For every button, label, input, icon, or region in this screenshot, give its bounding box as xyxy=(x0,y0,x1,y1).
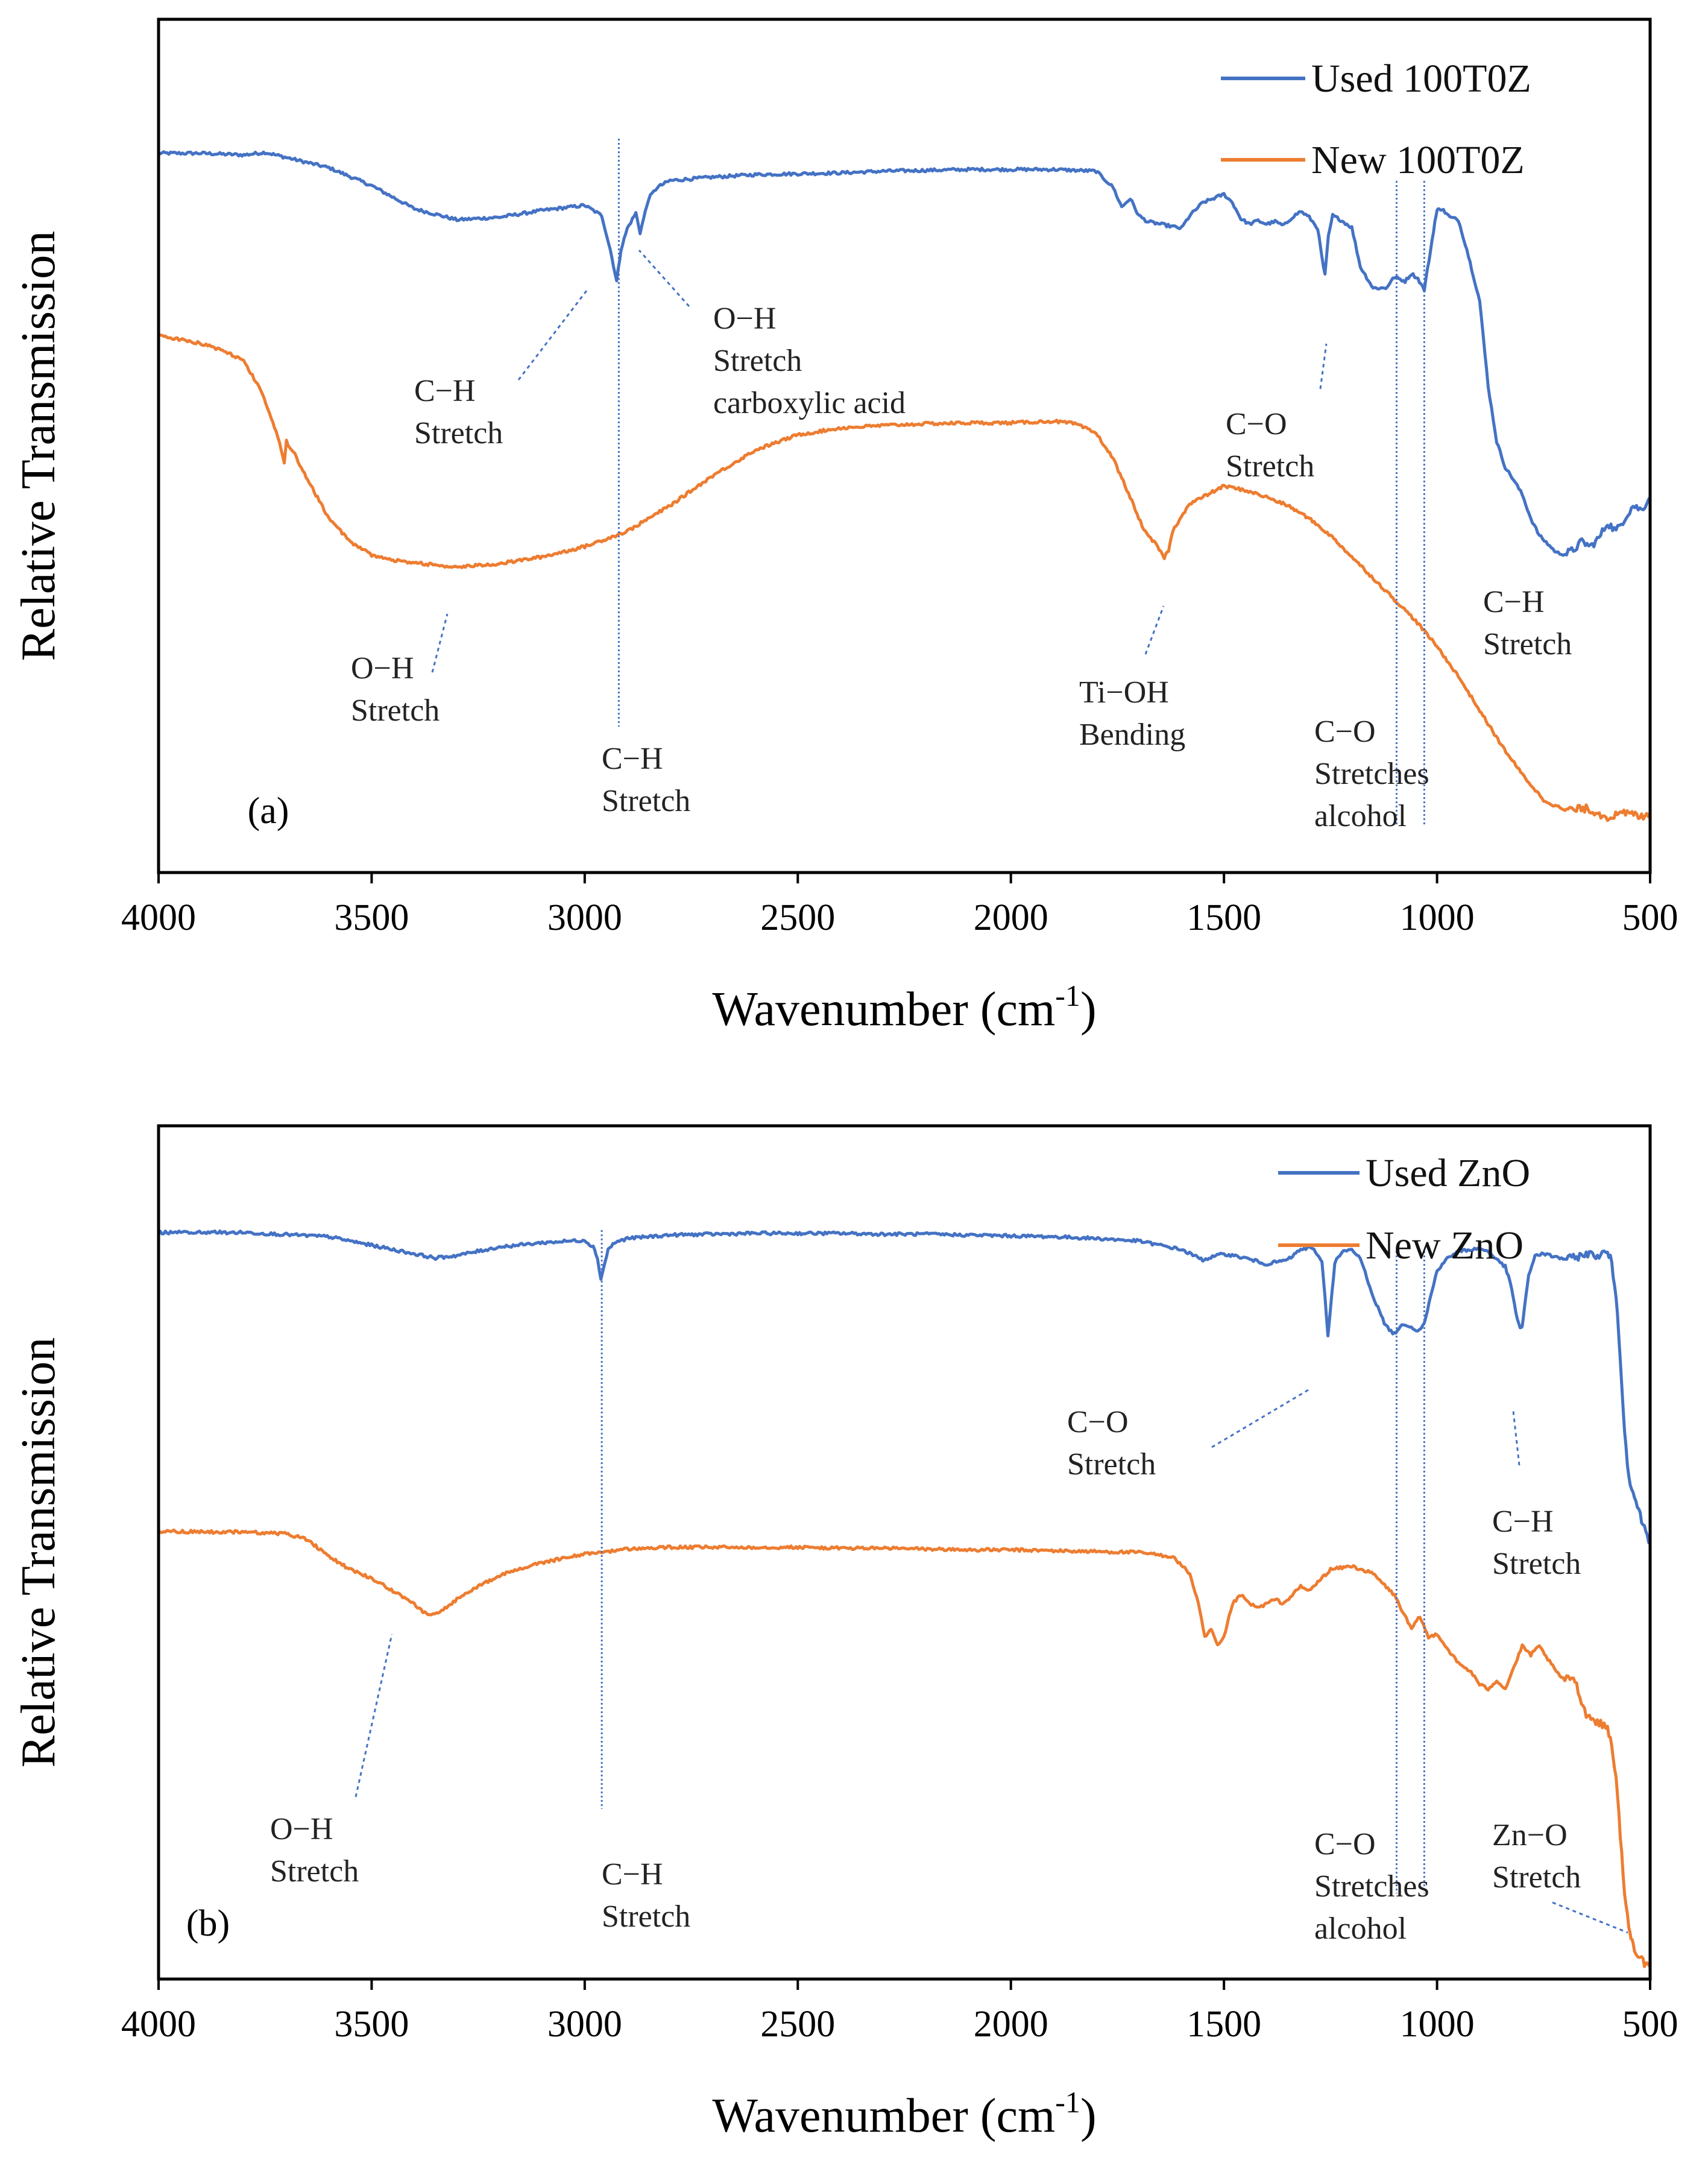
series-line-new-100t0z xyxy=(159,333,1650,822)
legend-entry: New ZnO xyxy=(1366,1223,1524,1268)
annotation-leader xyxy=(1319,343,1328,390)
annotation-label: C−H Stretch xyxy=(1483,585,1572,661)
x-tick-label: 1000 xyxy=(1400,2004,1475,2045)
x-tick-label: 3500 xyxy=(334,897,409,938)
annotation-label: Zn−O Stretch xyxy=(1492,1818,1581,1895)
annotation-label: C−O Stretch xyxy=(1226,407,1314,484)
panel-label: (a) xyxy=(248,791,289,832)
x-tick-label: 3500 xyxy=(334,2004,409,2045)
annotation-label: C−O Stretches alcohol xyxy=(1314,715,1429,833)
annotation-leader xyxy=(355,1634,393,1798)
x-tick-label: 4000 xyxy=(121,897,196,938)
panel-b: C−O Stretch C−H Stretch O−H Stretch C−H Stretch… xyxy=(12,1124,1678,2142)
annotation-leader xyxy=(1512,1410,1520,1466)
x-tick-label: 2500 xyxy=(760,2004,835,2045)
y-axis-label: Relative Transmission xyxy=(12,231,65,661)
panel-a: C−H Stretch O−H Stretch carboxylic acid C−O St… xyxy=(12,17,1678,1036)
x-tick-label: 2000 xyxy=(974,897,1048,938)
annotation-label: C−O Stretches alcohol xyxy=(1314,1827,1429,1946)
annotation-label: C−H Stretch xyxy=(602,742,690,818)
x-tick-label: 4000 xyxy=(121,2004,196,2045)
annotation-label: O−H Stretch xyxy=(351,651,440,728)
series-line-used-100t0z xyxy=(159,150,1650,557)
y-axis-label: Relative Transmission xyxy=(12,1337,65,1767)
annotation-label: Ti−OH Bending xyxy=(1079,675,1185,752)
legend-entry: New 100T0Z xyxy=(1311,138,1525,182)
annotation-label: C−O Stretch xyxy=(1067,1405,1156,1482)
x-tick-label: 500 xyxy=(1622,2004,1678,2045)
panel-label: (b) xyxy=(186,1903,230,1944)
annotation-leader xyxy=(1144,605,1165,655)
annotation-leader xyxy=(1552,1901,1628,1934)
annotation-label: O−H Stretch carboxylic acid xyxy=(713,302,906,420)
x-axis-label: Wavenumber (cm-1) xyxy=(712,979,1096,1036)
plot-frame xyxy=(157,1124,1652,1981)
x-tick-label: 2000 xyxy=(974,2004,1048,2045)
series-line-used-zno xyxy=(159,1229,1650,1545)
x-axis-label: Wavenumber (cm-1) xyxy=(712,2085,1096,2142)
x-tick-label: 1500 xyxy=(1186,897,1261,938)
x-tick-label: 500 xyxy=(1622,897,1678,938)
annotation-leader xyxy=(638,250,690,307)
annotation-label: C−H Stretch xyxy=(602,1857,690,1934)
series-line-new-zno xyxy=(159,1528,1650,1968)
x-tick-label: 1500 xyxy=(1186,2004,1261,2045)
x-tick-label: 3000 xyxy=(547,2004,622,2045)
annotation-label: C−H Stretch xyxy=(1492,1504,1581,1581)
x-tick-label: 2500 xyxy=(760,897,835,938)
x-tick-label: 3000 xyxy=(547,897,622,938)
annotation-label: C−H Stretch xyxy=(414,374,503,450)
legend-entry: Used ZnO xyxy=(1366,1151,1530,1195)
legend-entry: Used 100T0Z xyxy=(1311,57,1531,101)
annotation-leader xyxy=(431,613,449,673)
x-tick-label: 1000 xyxy=(1400,897,1475,938)
plot-frame xyxy=(157,17,1652,874)
annotation-label: O−H Stretch xyxy=(270,1812,359,1889)
